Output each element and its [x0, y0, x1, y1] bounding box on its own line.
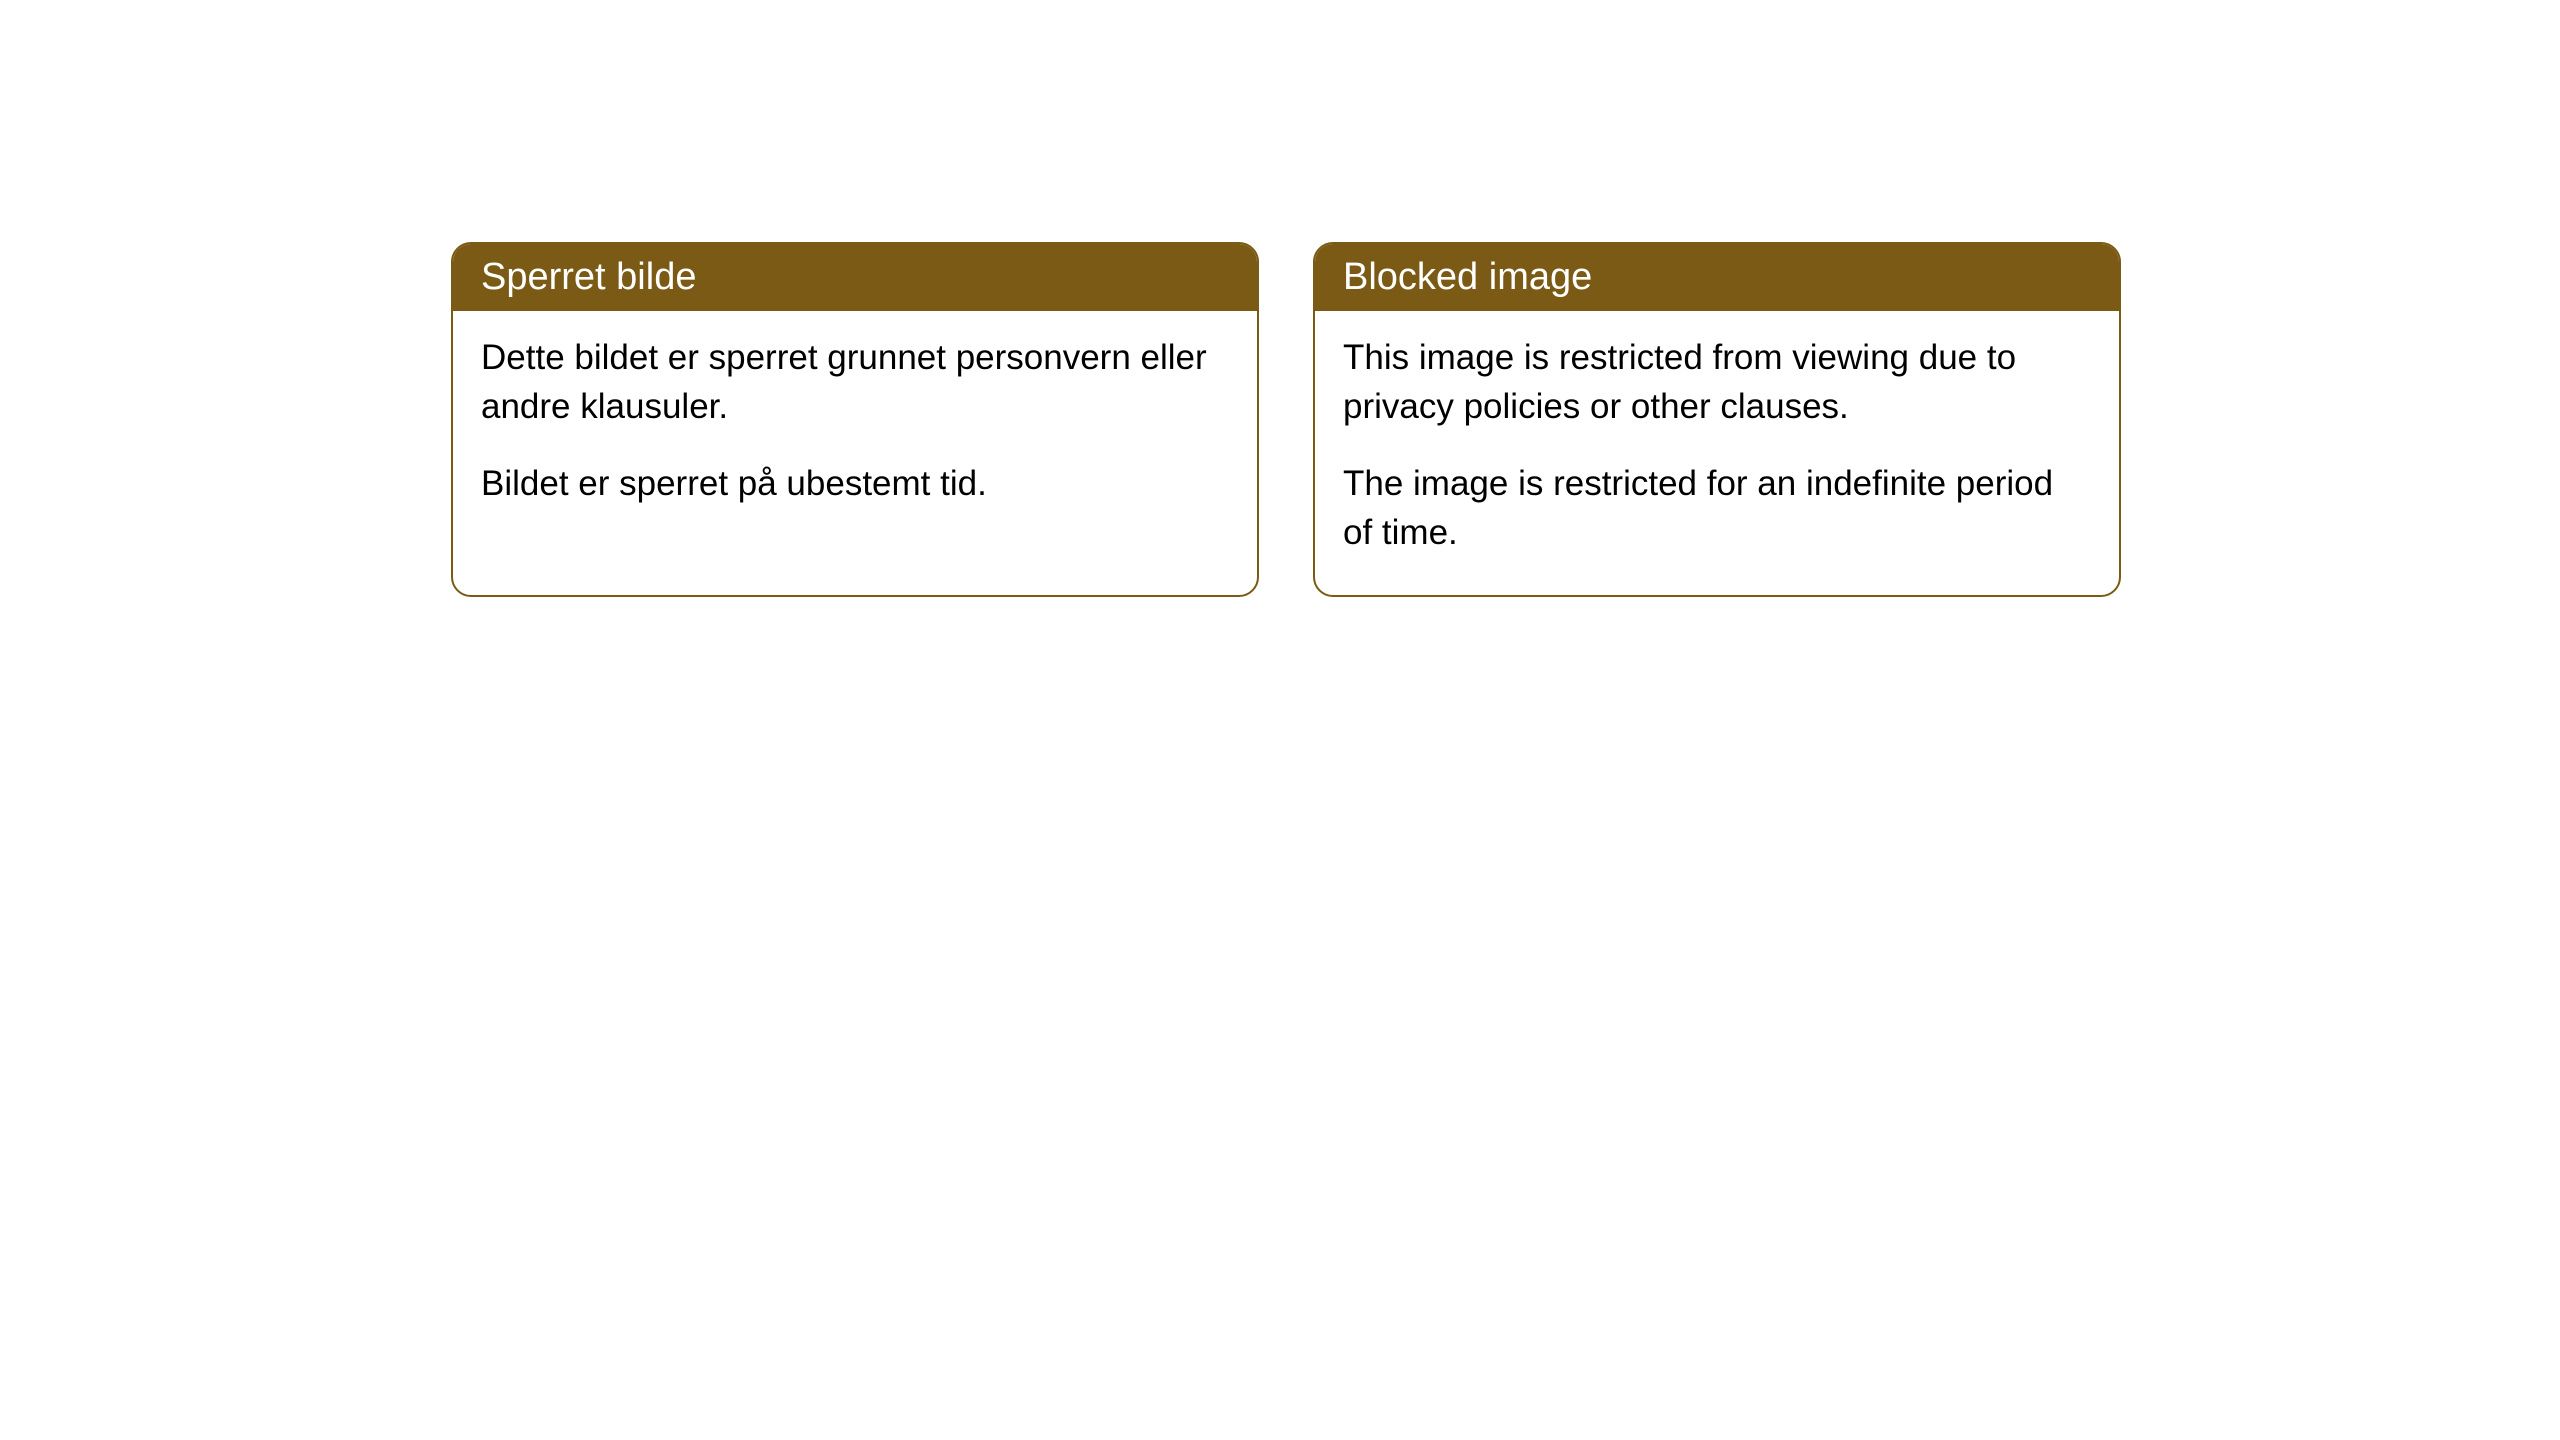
card-english: Blocked image This image is restricted f… [1313, 242, 2121, 597]
card-paragraph-2-english: The image is restricted for an indefinit… [1343, 459, 2091, 557]
card-header-english: Blocked image [1315, 244, 2119, 311]
card-title-english: Blocked image [1343, 256, 1592, 298]
card-body-english: This image is restricted from viewing du… [1315, 311, 2119, 595]
card-paragraph-1-norwegian: Dette bildet er sperret grunnet personve… [481, 333, 1229, 431]
cards-container: Sperret bilde Dette bildet er sperret gr… [451, 242, 2121, 597]
card-norwegian: Sperret bilde Dette bildet er sperret gr… [451, 242, 1259, 597]
card-paragraph-1-english: This image is restricted from viewing du… [1343, 333, 2091, 431]
card-header-norwegian: Sperret bilde [453, 244, 1257, 311]
card-paragraph-2-norwegian: Bildet er sperret på ubestemt tid. [481, 459, 1229, 508]
card-title-norwegian: Sperret bilde [481, 256, 696, 298]
card-body-norwegian: Dette bildet er sperret grunnet personve… [453, 311, 1257, 546]
